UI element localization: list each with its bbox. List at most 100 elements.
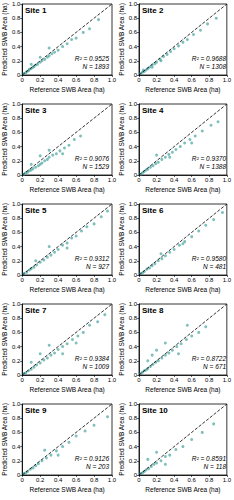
svg-text:0.2: 0.2: [36, 277, 45, 283]
svg-text:0.6: 0.6: [12, 229, 21, 235]
svg-text:1.0: 1.0: [108, 277, 117, 283]
svg-text:0.4: 0.4: [54, 277, 63, 283]
svg-text:Predicted SWB Area (ha): Predicted SWB Area (ha): [118, 403, 126, 476]
svg-text:0.4: 0.4: [12, 444, 21, 450]
svg-text:1.0: 1.0: [12, 301, 21, 307]
svg-text:0.6: 0.6: [129, 229, 138, 235]
svg-text:0.2: 0.2: [12, 158, 21, 164]
svg-text:R² = 0.9580: R² = 0.9580: [192, 255, 227, 262]
svg-text:0.8: 0.8: [129, 115, 138, 121]
svg-text:1.0: 1.0: [223, 377, 232, 383]
svg-text:0.8: 0.8: [129, 415, 138, 421]
svg-text:Reference SWB Area (ha): Reference SWB Area (ha): [145, 486, 220, 494]
svg-text:0.8: 0.8: [205, 77, 214, 83]
svg-text:0.8: 0.8: [205, 177, 214, 183]
svg-text:R² = 0.9312: R² = 0.9312: [75, 255, 110, 262]
svg-text:0.6: 0.6: [129, 29, 138, 35]
svg-text:N = 1009: N = 1009: [82, 363, 109, 370]
svg-text:N = 1893: N = 1893: [82, 63, 109, 70]
svg-text:Reference SWB Area (ha): Reference SWB Area (ha): [30, 86, 105, 94]
svg-text:0.4: 0.4: [170, 377, 179, 383]
svg-text:1.0: 1.0: [108, 377, 117, 383]
svg-text:0.2: 0.2: [152, 77, 161, 83]
svg-text:0.4: 0.4: [170, 277, 179, 283]
svg-text:0.2: 0.2: [152, 277, 161, 283]
svg-text:R² = 0.8722: R² = 0.8722: [192, 355, 227, 362]
svg-text:1.0: 1.0: [223, 277, 232, 283]
svg-text:0.2: 0.2: [129, 358, 138, 364]
svg-text:N = 1529: N = 1529: [82, 163, 109, 170]
svg-text:Reference SWB Area (ha): Reference SWB Area (ha): [30, 386, 105, 394]
svg-text:1.0: 1.0: [12, 401, 21, 407]
svg-text:Reference SWB Area (ha): Reference SWB Area (ha): [30, 286, 105, 294]
svg-text:0.8: 0.8: [129, 215, 138, 221]
svg-text:0: 0: [137, 477, 141, 483]
svg-text:Site 10: Site 10: [142, 406, 168, 415]
svg-text:0.8: 0.8: [129, 315, 138, 321]
svg-text:0.2: 0.2: [36, 177, 45, 183]
svg-text:0.6: 0.6: [72, 177, 81, 183]
svg-text:0.2: 0.2: [12, 458, 21, 464]
svg-text:0.2: 0.2: [152, 477, 161, 483]
svg-text:1.0: 1.0: [223, 177, 232, 183]
svg-text:1.0: 1.0: [129, 201, 138, 207]
svg-text:Site 1: Site 1: [25, 6, 47, 15]
svg-text:0.8: 0.8: [90, 477, 99, 483]
svg-text:0.8: 0.8: [12, 15, 21, 21]
svg-text:0.6: 0.6: [72, 277, 81, 283]
svg-text:0.2: 0.2: [36, 477, 45, 483]
svg-text:Predicted SWB Area (ha): Predicted SWB Area (ha): [1, 403, 9, 476]
svg-text:0.6: 0.6: [188, 77, 197, 83]
svg-text:0.4: 0.4: [170, 477, 179, 483]
svg-text:0: 0: [21, 77, 25, 83]
svg-text:0.6: 0.6: [188, 477, 197, 483]
svg-text:0.4: 0.4: [129, 344, 138, 350]
svg-text:Reference SWB Area (ha): Reference SWB Area (ha): [30, 486, 105, 494]
svg-text:0.4: 0.4: [129, 244, 138, 250]
svg-text:0.6: 0.6: [12, 129, 21, 135]
svg-text:N = 203: N = 203: [86, 463, 109, 470]
svg-text:1.0: 1.0: [12, 1, 21, 7]
svg-text:0.8: 0.8: [129, 15, 138, 21]
svg-text:0.8: 0.8: [12, 315, 21, 321]
svg-text:Site 5: Site 5: [25, 206, 47, 215]
svg-text:0.6: 0.6: [12, 329, 21, 335]
svg-text:0.4: 0.4: [54, 77, 63, 83]
svg-text:1.0: 1.0: [12, 101, 21, 107]
svg-text:Reference SWB Area (ha): Reference SWB Area (ha): [145, 286, 220, 294]
svg-text:0.4: 0.4: [129, 144, 138, 150]
svg-text:N = 481: N = 481: [203, 263, 226, 270]
svg-text:Predicted SWB Area (ha): Predicted SWB Area (ha): [118, 303, 126, 376]
svg-text:R² = 0.9126: R² = 0.9126: [75, 455, 110, 462]
svg-text:0.8: 0.8: [205, 477, 214, 483]
svg-text:0: 0: [137, 277, 141, 283]
svg-text:0.2: 0.2: [12, 358, 21, 364]
svg-text:1.0: 1.0: [129, 1, 138, 7]
svg-text:R² = 0.9525: R² = 0.9525: [75, 55, 110, 62]
svg-text:0.8: 0.8: [90, 277, 99, 283]
svg-text:Reference SWB Area (ha): Reference SWB Area (ha): [30, 186, 105, 194]
svg-text:0.4: 0.4: [54, 477, 63, 483]
svg-text:0.2: 0.2: [12, 58, 21, 64]
svg-text:0.8: 0.8: [12, 115, 21, 121]
svg-text:0.8: 0.8: [90, 377, 99, 383]
svg-text:0: 0: [21, 377, 25, 383]
svg-text:0: 0: [137, 77, 141, 83]
svg-text:0.4: 0.4: [170, 77, 179, 83]
svg-text:0.8: 0.8: [205, 277, 214, 283]
svg-text:0.2: 0.2: [36, 377, 45, 383]
svg-text:0.4: 0.4: [129, 44, 138, 50]
svg-text:1.0: 1.0: [129, 401, 138, 407]
svg-text:0.6: 0.6: [188, 277, 197, 283]
svg-text:0.2: 0.2: [152, 177, 161, 183]
svg-text:0.2: 0.2: [129, 258, 138, 264]
svg-text:0: 0: [21, 177, 25, 183]
svg-text:0: 0: [21, 277, 25, 283]
svg-text:1.0: 1.0: [223, 77, 232, 83]
svg-text:0.6: 0.6: [129, 329, 138, 335]
svg-text:Site 3: Site 3: [25, 106, 47, 115]
svg-text:0.6: 0.6: [72, 377, 81, 383]
svg-text:0.4: 0.4: [12, 244, 21, 250]
svg-text:0.2: 0.2: [129, 58, 138, 64]
svg-text:0.8: 0.8: [12, 415, 21, 421]
